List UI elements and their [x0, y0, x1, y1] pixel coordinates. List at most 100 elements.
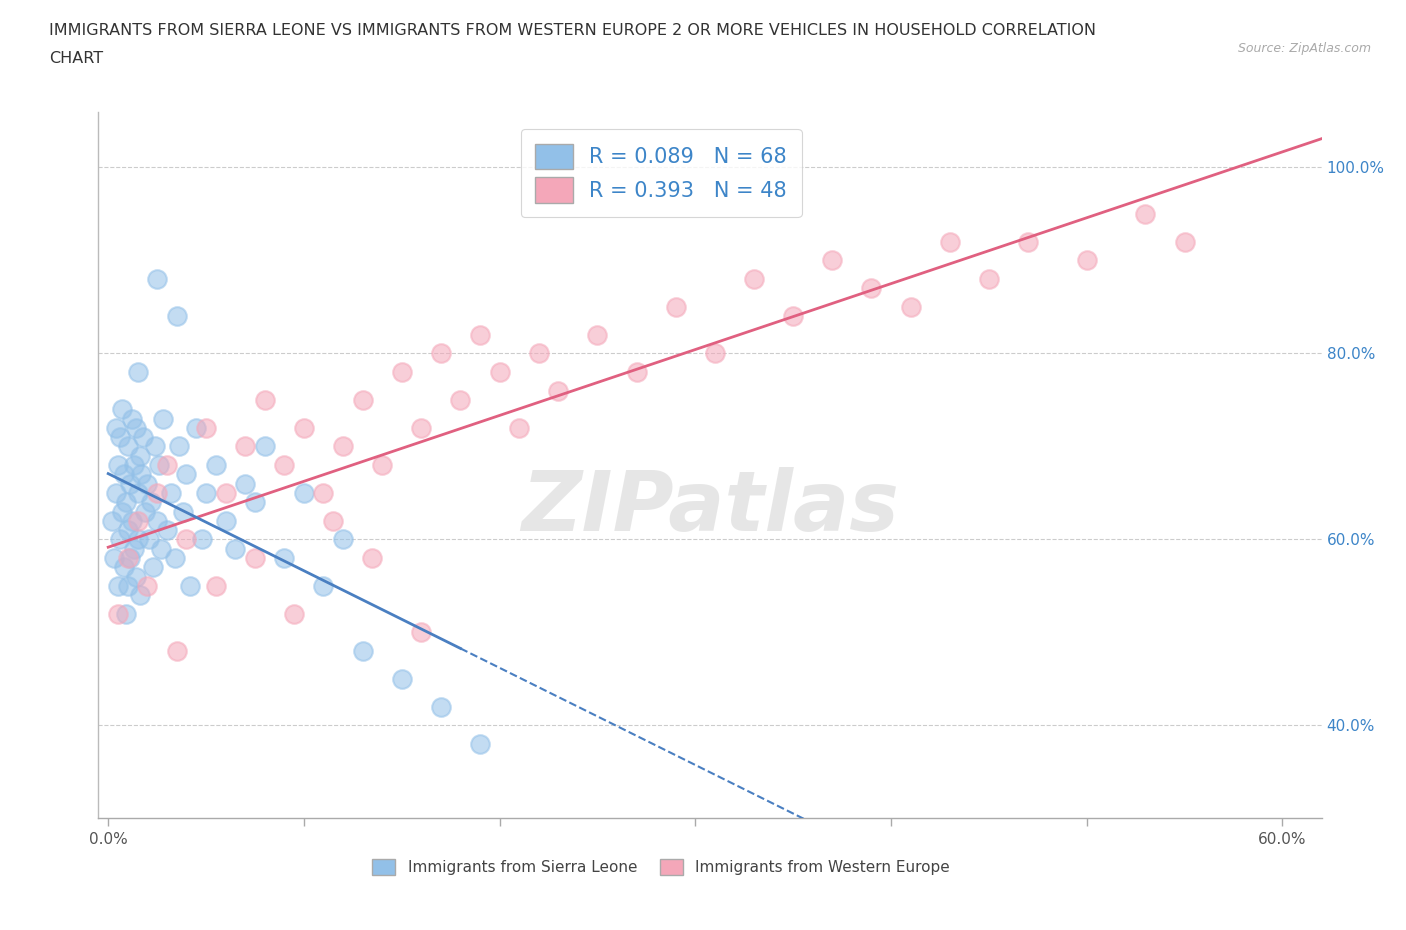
Point	[1174, 234, 1197, 249]
Point	[128, 448, 150, 463]
Point	[703, 346, 725, 361]
Point	[117, 551, 139, 565]
Point	[224, 541, 246, 556]
Point	[332, 439, 354, 454]
Point	[160, 485, 183, 500]
Point	[547, 383, 569, 398]
Point	[117, 578, 139, 593]
Legend: Immigrants from Sierra Leone, Immigrants from Western Europe: Immigrants from Sierra Leone, Immigrants…	[367, 853, 956, 882]
Point	[163, 551, 186, 565]
Point	[195, 485, 218, 500]
Point	[1135, 206, 1157, 221]
Point	[124, 420, 146, 435]
Point	[322, 513, 344, 528]
Point	[146, 485, 169, 500]
Point	[101, 513, 124, 528]
Point	[141, 495, 163, 510]
Point	[122, 541, 145, 556]
Point	[176, 532, 198, 547]
Point	[136, 476, 159, 491]
Point	[117, 523, 139, 538]
Point	[900, 299, 922, 314]
Point	[243, 495, 266, 510]
Point	[138, 532, 160, 547]
Point	[127, 365, 149, 379]
Point	[166, 309, 188, 324]
Point	[782, 309, 804, 324]
Point	[352, 392, 374, 407]
Point	[273, 551, 295, 565]
Point	[108, 532, 131, 547]
Point	[105, 485, 128, 500]
Point	[450, 392, 472, 407]
Point	[195, 420, 218, 435]
Point	[214, 513, 236, 528]
Point	[488, 365, 510, 379]
Point	[186, 420, 208, 435]
Point	[143, 439, 166, 454]
Point	[148, 458, 170, 472]
Point	[111, 504, 134, 519]
Text: CHART: CHART	[49, 51, 103, 66]
Point	[179, 578, 201, 593]
Point	[214, 485, 236, 500]
Point	[233, 439, 256, 454]
Point	[508, 420, 530, 435]
Point	[742, 272, 765, 286]
Point	[430, 346, 453, 361]
Point	[430, 699, 453, 714]
Point	[112, 467, 135, 482]
Point	[391, 671, 413, 686]
Point	[103, 551, 125, 565]
Point	[527, 346, 550, 361]
Point	[127, 485, 149, 500]
Point	[939, 234, 962, 249]
Point	[205, 578, 228, 593]
Point	[124, 569, 146, 584]
Point	[112, 560, 135, 575]
Point	[312, 485, 335, 500]
Point	[586, 327, 609, 342]
Point	[118, 476, 141, 491]
Point	[292, 485, 315, 500]
Point	[468, 737, 491, 751]
Point	[312, 578, 335, 593]
Point	[860, 281, 883, 296]
Point	[146, 513, 169, 528]
Point	[127, 513, 149, 528]
Point	[977, 272, 1000, 286]
Point	[128, 588, 150, 603]
Point	[134, 504, 156, 519]
Point	[114, 606, 136, 621]
Point	[332, 532, 354, 547]
Point	[107, 578, 129, 593]
Point	[243, 551, 266, 565]
Point	[111, 402, 134, 417]
Point	[127, 532, 149, 547]
Point	[292, 420, 315, 435]
Text: IMMIGRANTS FROM SIERRA LEONE VS IMMIGRANTS FROM WESTERN EUROPE 2 OR MORE VEHICLE: IMMIGRANTS FROM SIERRA LEONE VS IMMIGRAN…	[49, 23, 1097, 38]
Point	[191, 532, 214, 547]
Point	[253, 439, 276, 454]
Point	[371, 458, 394, 472]
Point	[156, 523, 179, 538]
Point	[121, 411, 143, 426]
Point	[107, 606, 129, 621]
Point	[152, 411, 174, 426]
Point	[352, 644, 374, 658]
Point	[146, 272, 169, 286]
Point	[283, 606, 305, 621]
Point	[411, 625, 433, 640]
Point	[150, 541, 173, 556]
Point	[361, 551, 384, 565]
Point	[156, 458, 179, 472]
Point	[665, 299, 688, 314]
Point	[233, 476, 256, 491]
Point	[136, 578, 159, 593]
Point	[821, 253, 844, 268]
Point	[132, 430, 155, 445]
Point	[121, 513, 143, 528]
Point	[253, 392, 276, 407]
Text: Source: ZipAtlas.com: Source: ZipAtlas.com	[1237, 42, 1371, 55]
Point	[131, 467, 153, 482]
